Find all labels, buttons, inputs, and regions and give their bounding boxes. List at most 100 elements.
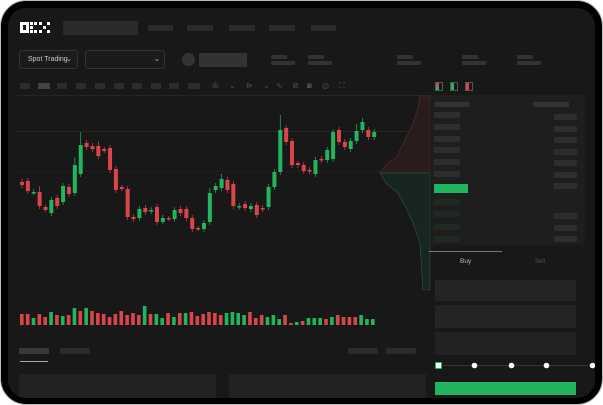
candle xyxy=(313,160,318,174)
ask-row-price[interactable] xyxy=(434,136,460,142)
tab-open-orders[interactable] xyxy=(19,348,49,354)
slider-step[interactable] xyxy=(471,362,478,369)
ask-row-amount[interactable] xyxy=(554,160,577,166)
volume-bar xyxy=(283,315,287,325)
pair-selector[interactable]: ⌄ xyxy=(85,50,165,69)
interval-button[interactable] xyxy=(76,83,86,89)
ruler-icon[interactable]: ⊘ xyxy=(292,81,299,90)
bid-row-price[interactable] xyxy=(434,211,460,217)
interval-button[interactable] xyxy=(169,83,179,89)
ask-row-amount[interactable] xyxy=(554,126,577,132)
orderbook-header-amount xyxy=(533,102,569,107)
bid-row-amount[interactable] xyxy=(554,236,577,242)
volume-bar xyxy=(330,317,334,325)
nav-item[interactable] xyxy=(148,25,173,31)
ask-row-price[interactable] xyxy=(434,171,460,177)
nav-item[interactable] xyxy=(187,25,213,31)
price-chart[interactable] xyxy=(8,8,438,338)
volume-bar xyxy=(43,317,47,325)
fullscreen-icon[interactable]: ⛶ xyxy=(339,81,345,90)
price-input[interactable] xyxy=(435,280,576,301)
candle xyxy=(231,184,236,206)
stat-label xyxy=(271,55,287,59)
volume-bar xyxy=(318,318,322,325)
bid-row-price[interactable] xyxy=(434,236,460,242)
amount-slider[interactable] xyxy=(435,361,595,371)
tab-buy[interactable]: Buy xyxy=(460,258,472,265)
indicator-icon[interactable]: ılı xyxy=(212,81,219,90)
bid-row-price[interactable] xyxy=(434,224,460,230)
ask-row-price[interactable] xyxy=(434,159,460,165)
candle xyxy=(248,206,253,209)
ask-row-amount[interactable] xyxy=(554,149,577,155)
volume-bar xyxy=(160,318,164,325)
candle xyxy=(172,210,177,219)
candle xyxy=(143,208,148,212)
interval-button[interactable] xyxy=(20,83,30,89)
candle xyxy=(331,132,336,159)
orderbook-bids-icon[interactable] xyxy=(450,82,458,91)
volume-bar xyxy=(300,321,305,325)
interval-button[interactable] xyxy=(114,83,124,89)
okx-logo[interactable] xyxy=(20,22,50,33)
ask-row-amount[interactable] xyxy=(554,137,577,143)
amount-input[interactable] xyxy=(435,305,576,328)
orderbook-both-icon[interactable] xyxy=(435,82,443,91)
line-icon[interactable]: ∿ xyxy=(276,81,283,90)
slider-step[interactable] xyxy=(508,362,515,369)
candle xyxy=(196,228,201,230)
volume-bar xyxy=(183,313,188,325)
interval-button[interactable] xyxy=(57,83,67,89)
candle xyxy=(342,142,347,147)
interval-button-active[interactable] xyxy=(38,83,50,89)
candle xyxy=(166,218,171,220)
candle xyxy=(301,165,306,171)
slider-step[interactable] xyxy=(543,362,550,369)
draw-icon[interactable]: ⊳ xyxy=(246,81,253,90)
ask-row-price[interactable] xyxy=(434,112,460,118)
ask-row-amount[interactable] xyxy=(554,114,577,120)
stat-value xyxy=(308,61,332,65)
ask-row-price[interactable] xyxy=(434,147,460,153)
ask-row-amount[interactable] xyxy=(554,172,577,178)
camera-icon[interactable]: ◙ xyxy=(307,81,312,90)
candle xyxy=(266,187,271,207)
bid-row-price[interactable] xyxy=(434,199,460,205)
stat-label xyxy=(517,55,533,59)
volume-bar xyxy=(371,319,375,325)
candle xyxy=(131,217,136,219)
ask-row-price[interactable] xyxy=(434,124,460,130)
candle xyxy=(207,193,212,222)
bid-row-amount[interactable] xyxy=(554,225,577,231)
market-selector[interactable]: Spot Trading ⌄ xyxy=(19,50,78,69)
stat-value xyxy=(397,61,421,65)
interval-button[interactable] xyxy=(188,83,200,89)
interval-button[interactable] xyxy=(151,83,161,89)
chevron-down-icon[interactable]: ⌄ xyxy=(263,81,270,90)
chevron-down-icon[interactable]: ⌄ xyxy=(229,81,236,90)
candle xyxy=(72,165,77,193)
settings-icon[interactable]: ◎ xyxy=(322,81,329,90)
filter-button[interactable] xyxy=(386,348,416,354)
volume-bar xyxy=(49,312,53,325)
interval-button[interactable] xyxy=(132,83,142,89)
candle xyxy=(354,131,359,141)
slider-step[interactable] xyxy=(589,362,595,369)
volume-bar xyxy=(119,311,124,325)
nav-item[interactable] xyxy=(269,25,295,31)
search-box[interactable] xyxy=(63,21,138,35)
orderbook-asks-icon[interactable] xyxy=(465,82,473,91)
filter-button[interactable] xyxy=(348,348,378,354)
ask-row-amount[interactable] xyxy=(554,183,577,189)
buy-button[interactable] xyxy=(435,382,576,395)
total-input[interactable] xyxy=(435,332,576,355)
interval-button[interactable] xyxy=(95,83,105,89)
volume-bar xyxy=(218,315,223,325)
nav-item[interactable] xyxy=(229,25,255,31)
candle xyxy=(243,204,248,208)
nav-item[interactable] xyxy=(311,25,336,31)
tab-order-history[interactable] xyxy=(60,348,90,354)
slider-step[interactable] xyxy=(435,362,442,369)
bid-row-amount[interactable] xyxy=(554,213,577,219)
tab-sell[interactable]: Sell xyxy=(535,259,546,265)
